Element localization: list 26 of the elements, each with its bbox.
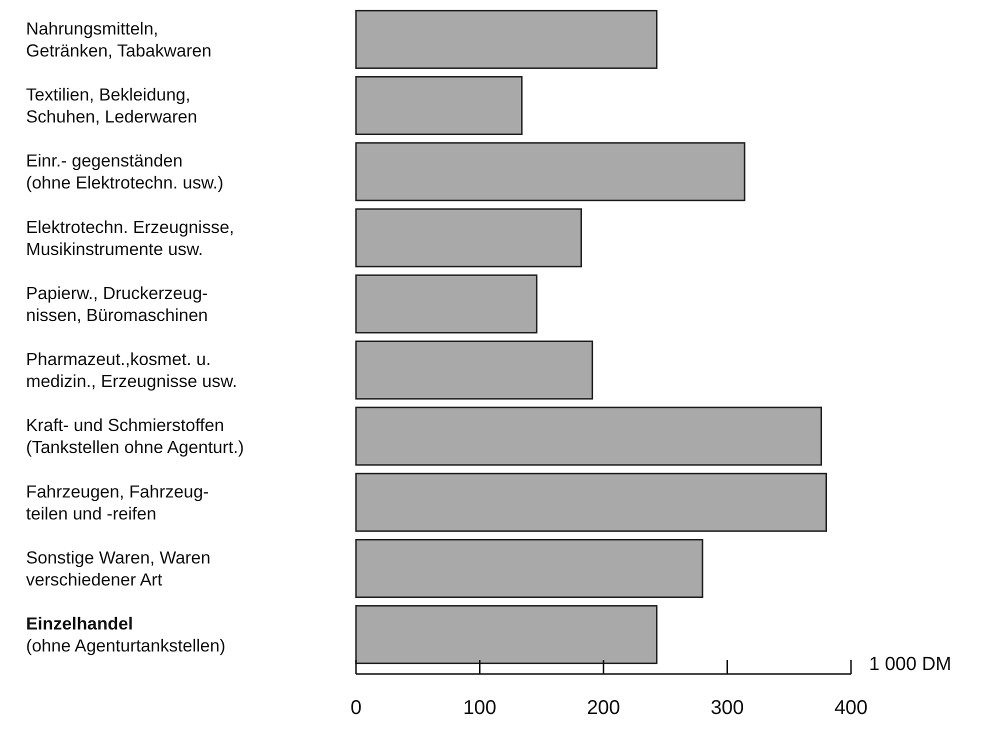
bar bbox=[355, 208, 582, 268]
x-tick-label: 0 bbox=[350, 697, 362, 720]
y-tick-label: Einr.- gegenständen (ohne Elektrotechn. usw.) bbox=[26, 150, 224, 193]
y-tick-label: Textilien, Bekleidung, Schuhen, Lederwaren bbox=[26, 84, 198, 127]
bar bbox=[355, 76, 523, 136]
bar bbox=[355, 10, 658, 69]
bar bbox=[355, 274, 538, 334]
y-tick-label: Sonstige Waren, Waren verschiedener Art bbox=[26, 547, 210, 590]
x-tick-label: 200 bbox=[586, 697, 620, 720]
bar bbox=[355, 472, 827, 532]
bar bbox=[355, 605, 658, 664]
x-tick-label: 300 bbox=[710, 697, 744, 720]
y-tick-label: Pharmazeut.,kosmet. u. medizin., Erzeugnisse usw. bbox=[26, 349, 238, 392]
bar bbox=[355, 340, 594, 400]
bar bbox=[355, 538, 704, 598]
y-tick-label: Einzelhandel (ohne Agenturtankstellen) bbox=[26, 614, 226, 656]
y-tick-label: Kraft- und Schmierstoffen (Tankstellen ohne Agenturt.) bbox=[26, 415, 244, 458]
bar bbox=[355, 406, 822, 466]
x-axis-title: 1 000 DM bbox=[869, 654, 952, 675]
x-tick-label: 400 bbox=[834, 697, 868, 720]
y-tick-label: Nahrungsmitteln, Getränken, Tabakwaren bbox=[26, 18, 212, 60]
bar bbox=[355, 142, 746, 202]
y-tick-label: Elektrotechn. Erzeugnisse, Musikinstrumente usw. bbox=[26, 216, 234, 259]
y-tick-label: Papierw., Druckerzeug- nissen, Büromaschinen bbox=[26, 282, 208, 325]
y-tick-label: Fahrzeugen, Fahrzeug- teilen und -reifen bbox=[26, 481, 210, 524]
x-tick-label: 100 bbox=[463, 697, 496, 720]
